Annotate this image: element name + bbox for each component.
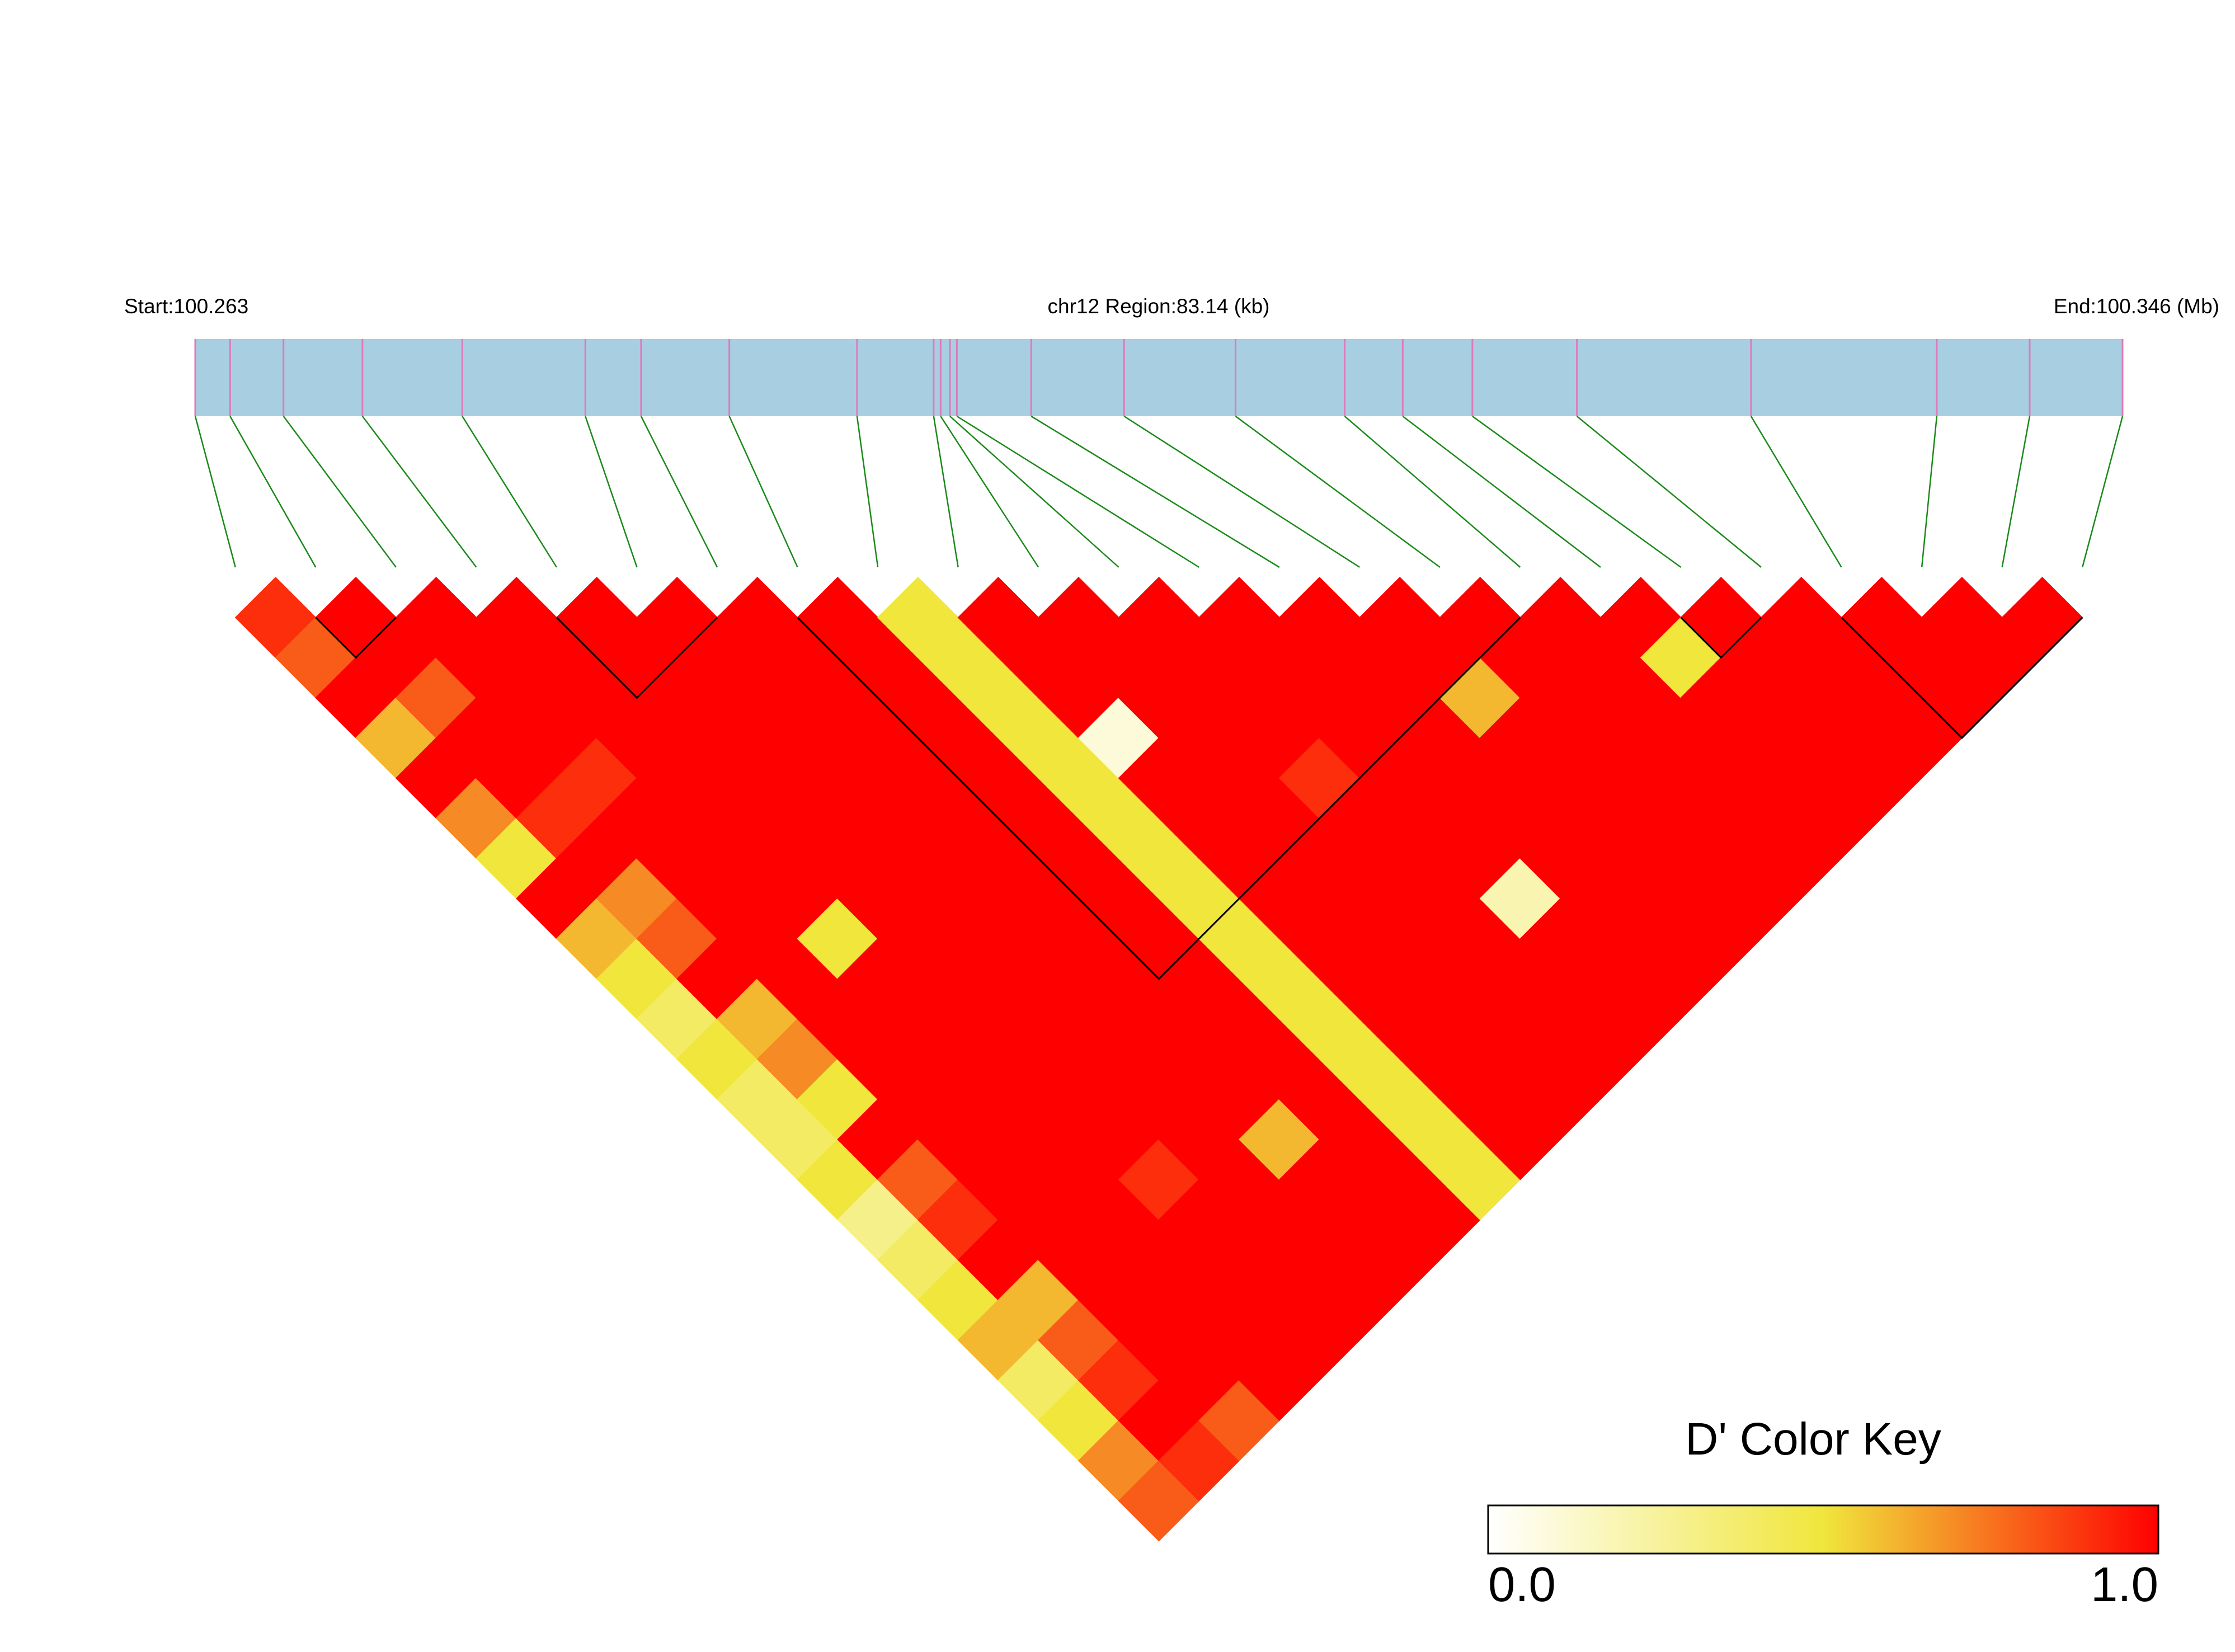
snp-connector [1921, 416, 1938, 568]
snp-connector [1472, 415, 1682, 568]
key-tick-label: 1.0 [2091, 1557, 2158, 1612]
snp-connector [1344, 416, 1521, 568]
snp-connector [1031, 415, 1280, 568]
end-label: End:100.346 (Mb) [2054, 295, 2219, 318]
snp-connector [2001, 416, 2031, 568]
snp-connector [1402, 416, 1601, 568]
key-title: D' Color Key [1685, 1414, 1941, 1465]
start-label: Start:100.263 [124, 295, 248, 318]
snp-connector [949, 416, 1119, 568]
snp-connector [933, 416, 959, 568]
ld-block [315, 616, 397, 659]
ld-block [797, 616, 1521, 980]
ld-block [556, 616, 718, 699]
snp-connector [229, 416, 317, 568]
snp-connector [1123, 415, 1361, 568]
snp-connector [956, 415, 1199, 568]
region-bar [195, 339, 2123, 416]
key-tick-label: 0.0 [1488, 1557, 1556, 1612]
snp-connector [1576, 416, 1762, 568]
region-label: chr12 Region:83.14 (kb) [1048, 295, 1270, 318]
snp-connector [856, 416, 879, 568]
ld-block [1841, 616, 2083, 740]
snp-connector [462, 416, 557, 568]
snp-connector [728, 416, 798, 568]
color-key [1487, 1504, 2159, 1555]
snp-connector [585, 416, 638, 568]
snp-connector [640, 416, 718, 568]
snp-connector [194, 416, 236, 568]
snp-connector [1235, 415, 1441, 568]
snp-connector [940, 416, 1039, 568]
snp-connector [2082, 416, 2124, 568]
snp-connector [283, 416, 397, 568]
snp-connector [1750, 416, 1842, 568]
snp-connector [361, 416, 477, 568]
ld-block [1680, 616, 1762, 659]
